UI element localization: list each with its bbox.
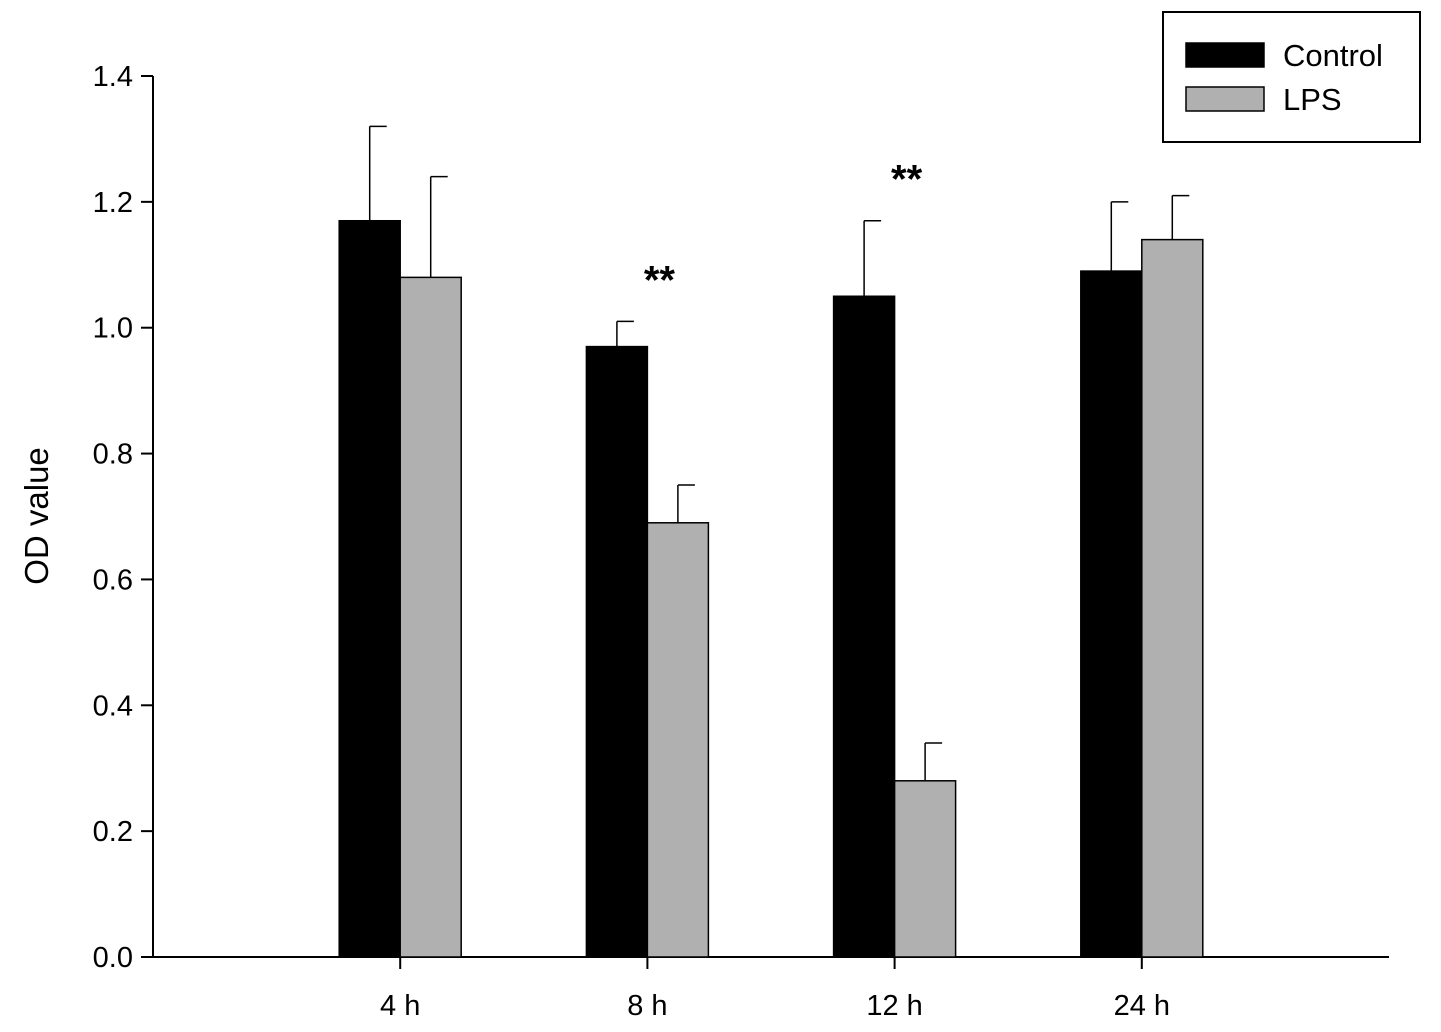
- bar-lps-1: [646, 522, 710, 958]
- x-tick-label-3: 24 h: [1114, 990, 1170, 1022]
- plot-area: 0.0 0.2 0.4 0.6 0.8 1.0 1.2 1.4 4 h 8 h ** 12 h ** 24…: [93, 61, 1389, 1022]
- y-tick-label-6: 1.2: [93, 187, 133, 219]
- bar-control-2: [832, 295, 896, 958]
- bar-control-1: [585, 345, 649, 958]
- y-tick-label-3: 0.6: [93, 564, 133, 596]
- y-tick-label-5: 1.0: [93, 313, 133, 345]
- bar-control-0: [338, 219, 401, 958]
- y-axis-label: OD value: [18, 447, 55, 585]
- bar-control-3: [1080, 270, 1143, 958]
- legend-label-lps: LPS: [1283, 82, 1342, 117]
- y-tick-label-1: 0.2: [93, 816, 133, 848]
- y-tick-label-2: 0.4: [93, 690, 133, 722]
- bar-lps-0: [399, 276, 462, 958]
- bar-lps-2: [893, 780, 957, 958]
- y-tick-label-4: 0.8: [93, 439, 133, 471]
- x-tick-label-1: 8 h: [627, 990, 667, 1022]
- legend-frame: [1162, 11, 1421, 143]
- y-tick-label-0: 0.0: [93, 942, 133, 974]
- bar-lps-3: [1141, 238, 1204, 958]
- y-tick-label-7: 1.4: [93, 61, 133, 93]
- x-tick-label-2: 12 h: [866, 990, 922, 1022]
- legend-swatch-control: [1185, 42, 1265, 68]
- legend-label-control: Control: [1283, 38, 1383, 73]
- legend-swatch-lps: [1185, 86, 1265, 112]
- significance-marker-2: **: [891, 158, 923, 202]
- x-tick-label-0: 4 h: [380, 990, 420, 1022]
- significance-marker-1: **: [644, 258, 676, 302]
- legend: Control LPS: [1162, 11, 1421, 143]
